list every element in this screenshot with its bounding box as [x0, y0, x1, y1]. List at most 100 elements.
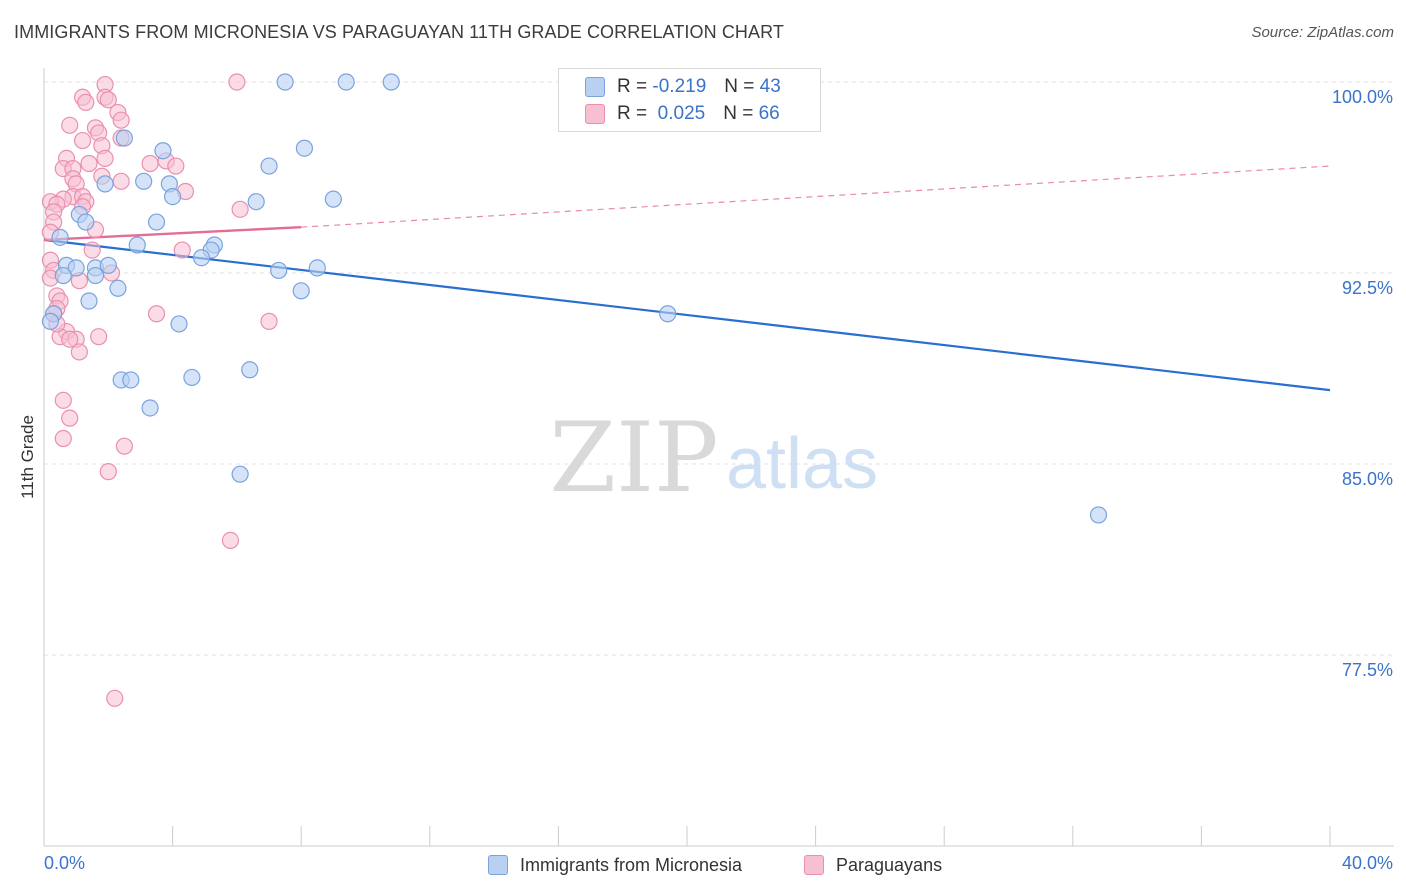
data-point-paraguayans: [61, 409, 79, 427]
legend-n-value: 43: [759, 76, 781, 97]
legend-row-paraguayans: R = 0.025 N = 66: [585, 101, 780, 127]
stats-legend: R = -0.219 N = 43 R = 0.025 N = 66: [558, 68, 821, 132]
data-point-micronesia: [67, 259, 85, 277]
data-point-micronesia: [292, 282, 310, 300]
data-point-paraguayans: [167, 157, 185, 175]
data-point-micronesia: [1089, 506, 1108, 524]
data-point-micronesia: [41, 312, 60, 330]
bottom-legend-label: Immigrants from Micronesia: [520, 854, 743, 875]
data-point-micronesia: [54, 266, 72, 285]
data-point-paraguayans: [112, 111, 130, 129]
watermark-zip: ZIP: [549, 402, 718, 514]
legend-swatch-pink: [585, 104, 605, 124]
data-point-paraguayans: [61, 116, 79, 134]
data-point-paraguayans: [83, 241, 101, 259]
data-point-paraguayans: [141, 154, 159, 173]
data-point-micronesia: [96, 175, 114, 193]
y-tick-label: 77.5%: [1342, 660, 1393, 680]
trend-line-paraguayans: [43, 225, 302, 242]
data-point-micronesia: [247, 193, 265, 211]
data-point-paraguayans: [70, 343, 88, 361]
data-point-paraguayans: [115, 437, 133, 455]
data-point-micronesia: [170, 315, 188, 333]
data-point-micronesia: [164, 188, 182, 206]
data-point-paraguayans: [106, 689, 124, 707]
trend-line-micronesia: [43, 238, 1331, 392]
data-point-micronesia: [183, 368, 201, 387]
y-tick-label: 85.0%: [1342, 469, 1393, 489]
data-point-micronesia: [77, 213, 95, 231]
data-point-paraguayans: [231, 200, 249, 218]
axes: [43, 68, 1394, 847]
data-point-paraguayans: [80, 154, 98, 173]
legend-r-value: -0.219: [652, 76, 707, 97]
trend-line-paraguayans-dashed: [301, 165, 1331, 228]
watermark: ZIP atlas: [549, 402, 878, 514]
bottom-legend-swatch-pink: [804, 855, 824, 875]
data-point-micronesia: [122, 371, 140, 389]
data-point-micronesia: [99, 256, 117, 274]
series-micronesia: [41, 73, 1108, 524]
data-point-micronesia: [135, 172, 153, 190]
data-point-micronesia: [241, 361, 259, 379]
data-point-micronesia: [86, 266, 105, 285]
bottom-legend-paraguayans: Paraguayans: [804, 852, 942, 878]
x-tick-label: 0.0%: [44, 853, 85, 873]
data-point-micronesia: [337, 73, 355, 91]
x-tick-label: 40.0%: [1342, 853, 1393, 873]
watermark-atlas: atlas: [726, 424, 878, 504]
data-point-paraguayans: [221, 531, 240, 550]
data-point-paraguayans: [54, 391, 72, 409]
data-point-paraguayans: [54, 429, 72, 448]
data-point-micronesia: [270, 261, 288, 280]
legend-row-micronesia: R = -0.219 N = 43: [585, 74, 781, 100]
data-point-paraguayans: [99, 463, 117, 481]
data-point-paraguayans: [112, 172, 130, 190]
chart-title: IMMIGRANTS FROM MICRONESIA VS PARAGUAYAN…: [14, 22, 784, 42]
data-point-paraguayans: [77, 93, 95, 111]
data-point-micronesia: [382, 73, 400, 91]
tick-labels: 100.0% 92.5% 85.0% 77.5% 0.0% 40.0%: [44, 87, 1393, 873]
bottom-legend-label: Paraguayans: [836, 854, 943, 875]
y-tick-label: 92.5%: [1342, 278, 1393, 298]
data-point-paraguayans: [90, 328, 108, 346]
data-point-micronesia: [276, 73, 294, 91]
data-point-micronesia: [115, 129, 133, 147]
data-point-micronesia: [109, 279, 127, 297]
legend-r-label: R =: [617, 76, 648, 97]
data-point-paraguayans: [147, 305, 166, 323]
data-point-micronesia: [154, 142, 172, 160]
data-point-paraguayans: [61, 330, 79, 348]
data-point-micronesia: [80, 292, 98, 310]
legend-n-label: N =: [723, 103, 754, 124]
legend-r-label: R =: [617, 103, 648, 124]
data-point-micronesia: [147, 213, 166, 231]
data-point-micronesia: [128, 236, 146, 254]
data-point-micronesia: [192, 249, 211, 267]
data-point-micronesia: [51, 228, 69, 246]
data-point-paraguayans: [73, 131, 92, 150]
legend-r-value: 0.025: [657, 103, 706, 124]
trend-lines: [43, 165, 1331, 392]
data-point-micronesia: [308, 259, 326, 277]
legend-n-label: N =: [724, 76, 755, 97]
data-point-paraguayans: [99, 91, 117, 109]
y-tick-label: 100.0%: [1332, 87, 1393, 107]
bottom-legend-micronesia: Immigrants from Micronesia: [488, 852, 742, 878]
bottom-legend-swatch-blue: [488, 855, 508, 875]
data-point-micronesia: [260, 157, 278, 175]
data-point-paraguayans: [228, 73, 246, 91]
data-point-micronesia: [295, 139, 314, 157]
data-point-paraguayans: [96, 149, 114, 167]
source-label: Source: ZipAtlas.com: [1251, 24, 1394, 41]
data-point-paraguayans: [260, 312, 278, 330]
data-point-micronesia: [141, 399, 159, 417]
data-point-micronesia: [324, 190, 342, 208]
legend-n-value: 66: [758, 103, 780, 124]
data-point-micronesia: [659, 305, 677, 323]
legend-swatch-blue: [585, 77, 605, 97]
series-paraguayans: [41, 73, 278, 707]
data-point-paraguayans: [173, 241, 191, 259]
data-point-micronesia: [231, 465, 249, 483]
